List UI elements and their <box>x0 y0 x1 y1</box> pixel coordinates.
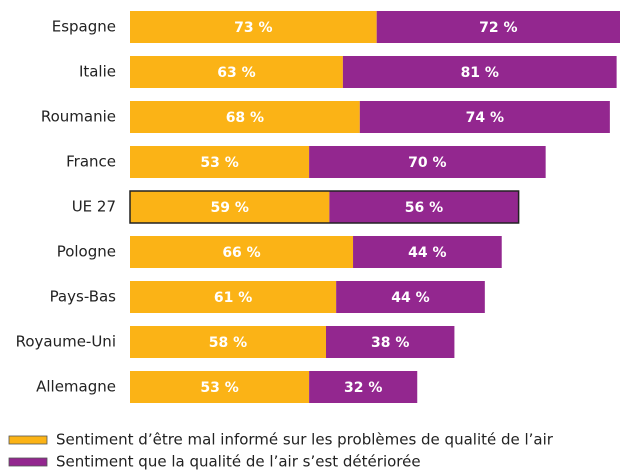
category-label: Espagne <box>52 18 116 36</box>
bar-segment <box>130 191 330 223</box>
category-label: Pays-Bas <box>50 288 117 306</box>
value-label: 74 % <box>466 110 504 126</box>
highlight-outline <box>129 190 520 224</box>
bar-segment <box>353 236 502 268</box>
category-label: Allemagne <box>36 378 116 396</box>
value-label: 81 % <box>461 65 499 81</box>
bar-segment <box>130 146 310 178</box>
category-label: UE 27 <box>72 198 116 216</box>
category-label: Italie <box>79 63 116 81</box>
bar-segment <box>130 56 343 88</box>
legend-label: Sentiment que la qualité de l’air s’est … <box>56 453 421 471</box>
category-label: Roumanie <box>41 108 116 126</box>
value-label: 61 % <box>214 290 252 306</box>
bar-segment <box>130 11 377 43</box>
value-label: 32 % <box>344 380 382 396</box>
bar-segment <box>130 326 326 358</box>
bar-segment <box>336 281 485 313</box>
bar-segment <box>130 236 354 268</box>
bar-segment <box>326 326 455 358</box>
category-label: Royaume-Uni <box>16 333 116 351</box>
value-label: 70 % <box>408 155 446 171</box>
legend-swatch <box>8 457 48 467</box>
value-label: 59 % <box>210 200 248 216</box>
value-label: 68 % <box>226 110 264 126</box>
value-label: 56 % <box>405 200 443 216</box>
bar-segment <box>130 371 310 403</box>
legend-swatch <box>8 435 48 445</box>
category-label: France <box>66 153 116 171</box>
value-label: 72 % <box>479 20 517 36</box>
value-label: 38 % <box>371 335 409 351</box>
value-label: 53 % <box>200 155 238 171</box>
bar-segment <box>130 281 337 313</box>
legend-label: Sentiment d’être mal informé sur les pro… <box>56 431 554 449</box>
value-label: 58 % <box>209 335 247 351</box>
value-label: 44 % <box>408 245 446 261</box>
bar-segment <box>376 11 620 43</box>
value-label: 63 % <box>217 65 255 81</box>
bar-segment <box>130 101 360 133</box>
bar-segment <box>329 191 519 223</box>
bar-segment <box>309 146 546 178</box>
bar-segment <box>359 101 610 133</box>
value-label: 66 % <box>222 245 260 261</box>
bar-segment <box>342 56 617 88</box>
value-label: 73 % <box>234 20 272 36</box>
value-label: 53 % <box>200 380 238 396</box>
value-label: 44 % <box>391 290 429 306</box>
bar-segment <box>309 371 418 403</box>
category-label: Pologne <box>57 243 116 261</box>
